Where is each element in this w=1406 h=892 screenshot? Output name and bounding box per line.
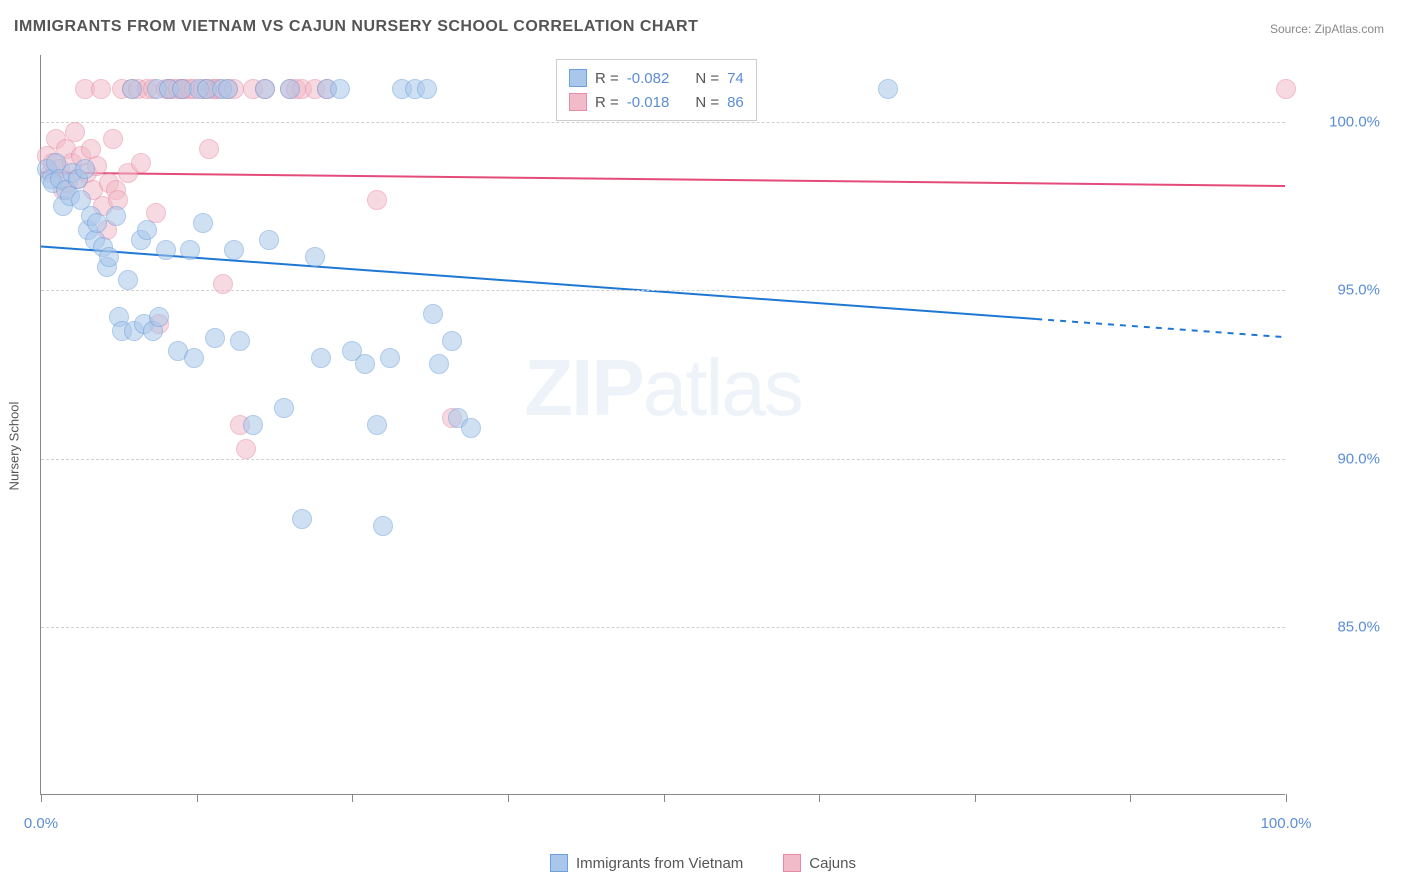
- x-tick: [664, 794, 665, 802]
- stats-legend: R = -0.082 N = 74 R = -0.018 N = 86: [556, 59, 757, 121]
- trend-line-dashed: [1036, 319, 1285, 337]
- scatter-point: [461, 418, 481, 438]
- scatter-point: [311, 348, 331, 368]
- scatter-point: [417, 79, 437, 99]
- y-axis-label: Nursery School: [7, 402, 22, 491]
- legend-swatch: [569, 93, 587, 111]
- x-tick: [508, 794, 509, 802]
- scatter-point: [429, 354, 449, 374]
- scatter-point: [99, 247, 119, 267]
- x-tick: [1286, 794, 1287, 802]
- scatter-point: [91, 79, 111, 99]
- trend-line-solid: [41, 173, 1285, 186]
- scatter-point: [878, 79, 898, 99]
- stat-n-value: 86: [727, 94, 744, 111]
- trend-lines-svg: [41, 55, 1285, 794]
- bottom-legend-item: Immigrants from Vietnam: [550, 854, 743, 872]
- scatter-point: [292, 509, 312, 529]
- bottom-legend: Immigrants from Vietnam Cajuns: [550, 854, 856, 872]
- chart-container: IMMIGRANTS FROM VIETNAM VS CAJUN NURSERY…: [0, 0, 1406, 892]
- stat-r-label: R =: [595, 70, 619, 87]
- stats-legend-row: R = -0.018 N = 86: [569, 90, 744, 114]
- legend-swatch: [783, 854, 801, 872]
- legend-swatch: [550, 854, 568, 872]
- scatter-point: [137, 220, 157, 240]
- scatter-point: [193, 213, 213, 233]
- y-tick-label: 95.0%: [1300, 282, 1380, 299]
- scatter-point: [65, 122, 85, 142]
- scatter-point: [243, 415, 263, 435]
- y-tick-label: 90.0%: [1300, 450, 1380, 467]
- stat-r-value: -0.082: [627, 70, 670, 87]
- scatter-point: [259, 230, 279, 250]
- y-tick-label: 85.0%: [1300, 618, 1380, 635]
- scatter-point: [205, 328, 225, 348]
- scatter-point: [1276, 79, 1296, 99]
- source-attribution: Source: ZipAtlas.com: [1270, 22, 1384, 36]
- x-tick-label: 0.0%: [24, 815, 58, 832]
- legend-label: Immigrants from Vietnam: [576, 855, 743, 872]
- x-tick: [1130, 794, 1131, 802]
- scatter-point: [180, 240, 200, 260]
- y-tick-label: 100.0%: [1300, 114, 1380, 131]
- legend-swatch: [569, 69, 587, 87]
- scatter-point: [131, 153, 151, 173]
- scatter-point: [373, 516, 393, 536]
- stat-n-value: 74: [727, 70, 744, 87]
- scatter-point: [224, 240, 244, 260]
- scatter-point: [199, 139, 219, 159]
- scatter-point: [367, 190, 387, 210]
- watermark-zip: ZIP: [524, 343, 642, 432]
- scatter-point: [213, 274, 233, 294]
- scatter-point: [442, 331, 462, 351]
- plot-area: ZIPatlas R = -0.082 N = 74 R = -0.018 N = 8…: [40, 55, 1285, 795]
- scatter-point: [255, 79, 275, 99]
- x-tick: [41, 794, 42, 802]
- gridline: [41, 122, 1285, 123]
- scatter-point: [87, 213, 107, 233]
- scatter-point: [274, 398, 294, 418]
- scatter-point: [75, 159, 95, 179]
- legend-label: Cajuns: [809, 855, 856, 872]
- chart-title: IMMIGRANTS FROM VIETNAM VS CAJUN NURSERY…: [14, 18, 698, 36]
- stats-legend-row: R = -0.082 N = 74: [569, 66, 744, 90]
- scatter-point: [230, 331, 250, 351]
- gridline: [41, 459, 1285, 460]
- stat-r-value: -0.018: [627, 94, 670, 111]
- scatter-point: [236, 439, 256, 459]
- stat-n-label: N =: [695, 70, 719, 87]
- scatter-point: [149, 307, 169, 327]
- scatter-point: [380, 348, 400, 368]
- x-tick: [197, 794, 198, 802]
- scatter-point: [355, 354, 375, 374]
- scatter-point: [367, 415, 387, 435]
- scatter-point: [103, 129, 123, 149]
- x-tick: [352, 794, 353, 802]
- scatter-point: [106, 206, 126, 226]
- scatter-point: [122, 79, 142, 99]
- x-tick: [975, 794, 976, 802]
- bottom-legend-item: Cajuns: [783, 854, 856, 872]
- scatter-point: [218, 79, 238, 99]
- scatter-point: [423, 304, 443, 324]
- watermark: ZIPatlas: [524, 342, 801, 434]
- watermark-atlas: atlas: [643, 343, 802, 432]
- scatter-point: [184, 348, 204, 368]
- scatter-point: [305, 247, 325, 267]
- scatter-point: [156, 240, 176, 260]
- stat-r-label: R =: [595, 94, 619, 111]
- gridline: [41, 627, 1285, 628]
- scatter-point: [280, 79, 300, 99]
- x-tick: [819, 794, 820, 802]
- stat-n-label: N =: [695, 94, 719, 111]
- scatter-point: [330, 79, 350, 99]
- scatter-point: [118, 270, 138, 290]
- x-tick-label: 100.0%: [1261, 815, 1312, 832]
